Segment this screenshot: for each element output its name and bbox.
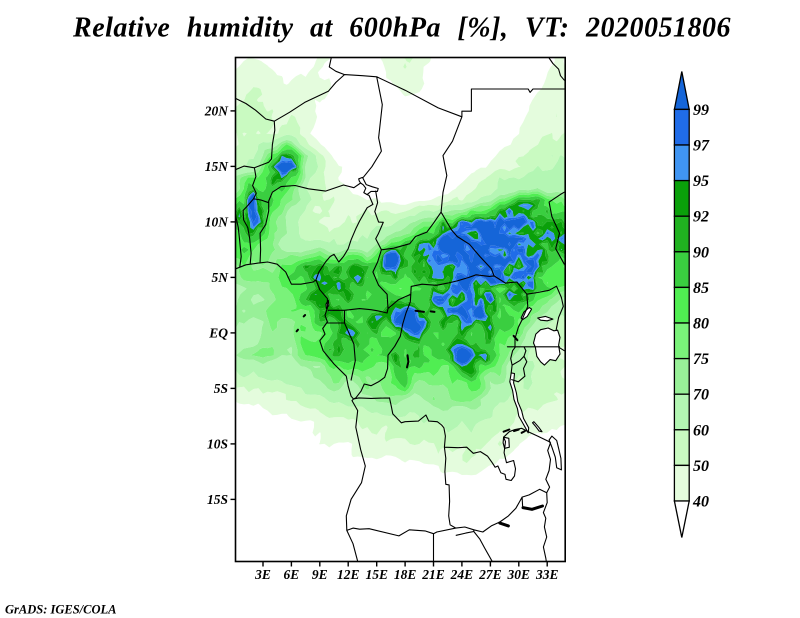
svg-text:EQ: EQ (208, 325, 228, 340)
svg-text:15E: 15E (365, 567, 388, 582)
svg-text:Relative humidity at 600hPa [%: Relative humidity at 600hPa [%], VT: 202… (72, 13, 731, 44)
svg-text:75: 75 (693, 351, 709, 368)
svg-text:15N: 15N (205, 159, 230, 174)
svg-text:3E: 3E (254, 567, 271, 582)
svg-text:90: 90 (693, 244, 709, 261)
svg-text:33E: 33E (535, 567, 559, 582)
svg-text:10S: 10S (207, 436, 228, 451)
svg-text:18E: 18E (394, 567, 417, 582)
svg-text:15S: 15S (207, 492, 228, 507)
svg-text:92: 92 (693, 209, 709, 226)
svg-text:6E: 6E (284, 567, 300, 582)
svg-text:70: 70 (693, 387, 709, 404)
svg-text:50: 50 (693, 458, 709, 475)
svg-text:24E: 24E (450, 567, 474, 582)
svg-text:10N: 10N (205, 214, 230, 229)
svg-text:40: 40 (692, 494, 709, 511)
svg-text:60: 60 (693, 422, 709, 439)
svg-text:5S: 5S (214, 381, 228, 396)
svg-text:5N: 5N (212, 270, 230, 285)
svg-text:99: 99 (693, 102, 709, 119)
svg-text:12E: 12E (337, 567, 360, 582)
svg-text:21E: 21E (421, 567, 445, 582)
svg-text:85: 85 (693, 280, 709, 297)
svg-text:97: 97 (693, 138, 710, 155)
svg-text:27E: 27E (478, 567, 502, 582)
svg-text:GrADS: IGES/COLA: GrADS: IGES/COLA (5, 603, 117, 617)
svg-text:30E: 30E (507, 567, 531, 582)
svg-text:80: 80 (693, 316, 709, 333)
svg-text:95: 95 (693, 173, 709, 190)
svg-text:20N: 20N (204, 103, 230, 118)
svg-text:9E: 9E (312, 567, 328, 582)
